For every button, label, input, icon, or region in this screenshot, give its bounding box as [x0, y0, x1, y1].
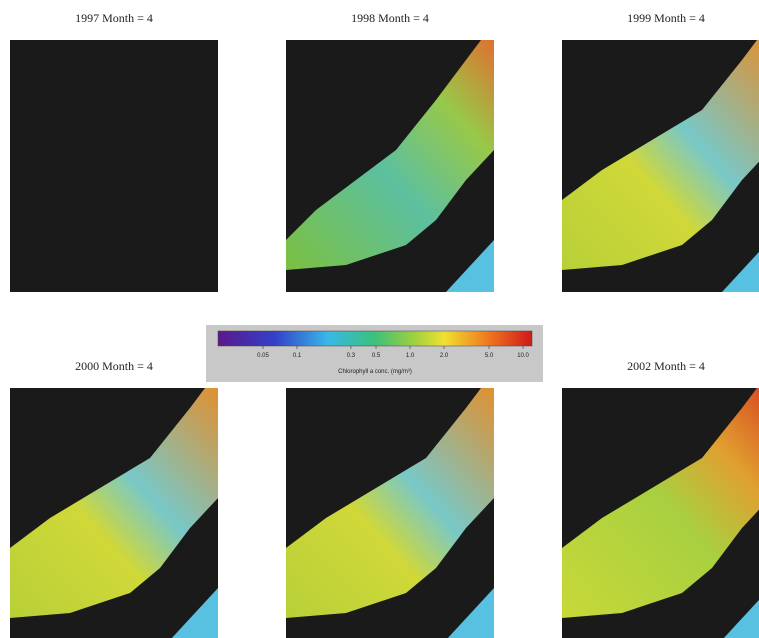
map-panel: [562, 388, 759, 638]
map-panel: [562, 40, 759, 292]
panel-title: 1997 Month = 4: [75, 11, 153, 25]
colorbar-tick-label: 5.0: [485, 353, 494, 359]
colorbar-gradient: [218, 331, 532, 346]
panel-title: 2002 Month = 4: [627, 359, 705, 373]
colorbar-label: Chlorophyll a conc. (mg/m³): [338, 369, 412, 375]
map-panel: [10, 40, 218, 292]
colorbar-tick-label: 2.0: [440, 353, 449, 359]
map-panel: [286, 388, 494, 638]
colorbar-tick-label: 0.5: [372, 353, 381, 359]
colorbar: Chlorophyll a conc. (mg/m³) 0.05 0.1 0.3 0.…: [206, 325, 543, 382]
colorbar-tick-label: 0.05: [257, 353, 269, 359]
colorbar-tick-label: 0.3: [347, 353, 356, 359]
colorbar-tick-label: 10.0: [517, 353, 529, 359]
panel-title: 1998 Month = 4: [351, 11, 429, 25]
panel-title: 2000 Month = 4: [75, 359, 153, 373]
panel-title: 1999 Month = 4: [627, 11, 705, 25]
map-panel: [286, 40, 494, 292]
colorbar-tick-label: 1.0: [406, 353, 415, 359]
colorbar-tick-label: 0.1: [293, 353, 302, 359]
figure: 1997 Month = 4 1998 Month = 4 1999 Month =…: [0, 0, 759, 638]
map-panel: [10, 388, 218, 638]
